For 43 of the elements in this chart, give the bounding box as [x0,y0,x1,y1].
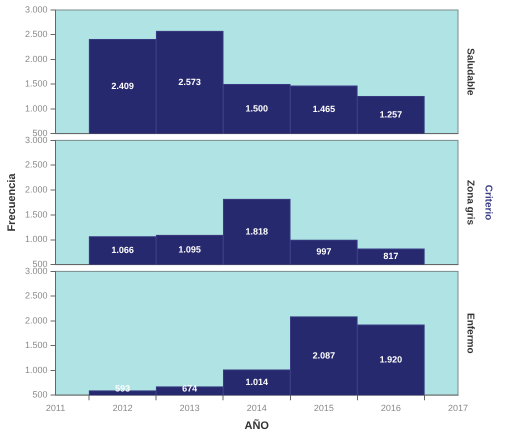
y-tick-label: 1.500 [24,340,48,350]
x-tick-label: 2014 [246,403,267,414]
y2-axis-title: Saludable [464,48,476,96]
x-tick-label: 2011 [46,403,66,414]
y-tick-label: 3.000 [24,266,48,276]
data-label: 1.500 [245,103,268,114]
y-tick-label: 2.000 [24,315,48,326]
data-label: 2.573 [178,76,201,87]
y-tick-label: 1.500 [24,78,48,89]
text: Criterio [482,184,494,220]
x-tick-label: 2015 [314,403,334,414]
y-axis-title: Frecuencia [6,172,18,232]
data-label: 2.409 [111,80,134,91]
y2-axis-title: Enfermo [464,313,476,354]
data-label: 1.066 [111,245,134,256]
y-tick-label: 2.000 [24,54,48,64]
x-tick-label: 2012 [112,403,133,414]
y-tick-label: 500 [32,390,48,400]
data-label: 817 [383,251,398,262]
y-tick-label: 1.000 [24,103,48,114]
data-label: 2.087 [312,350,336,360]
data-label: 1.095 [178,244,201,254]
y-tick-label: 2.000 [24,184,48,195]
y-tick-label: 2.500 [24,29,48,40]
data-label: 1.014 [245,376,268,387]
y-tick-label: 3.000 [24,134,48,145]
y-tick-label: 1.000 [24,234,48,244]
data-label: 1.920 [380,354,402,365]
data-label: 1.465 [312,104,336,114]
data-label: 1.818 [245,226,268,236]
y-tick-label: 2.500 [24,160,48,170]
x-tick-label: 2016 [380,403,401,414]
y2-axis-title: Zona gris [464,180,476,226]
y-tick-label: 3.000 [24,4,48,14]
data-label: 674 [182,384,198,394]
data-label: 997 [316,246,332,257]
x-tick-label: 2013 [180,403,200,414]
x-tick-label: 2017 [448,403,468,414]
x-axis-title: AÑO [244,419,270,432]
data-label: 1.257 [380,109,402,120]
y-tick-label: 2.500 [24,290,48,301]
y-tick-label: 1.000 [24,364,48,375]
y-tick-label: 1.500 [24,209,48,220]
